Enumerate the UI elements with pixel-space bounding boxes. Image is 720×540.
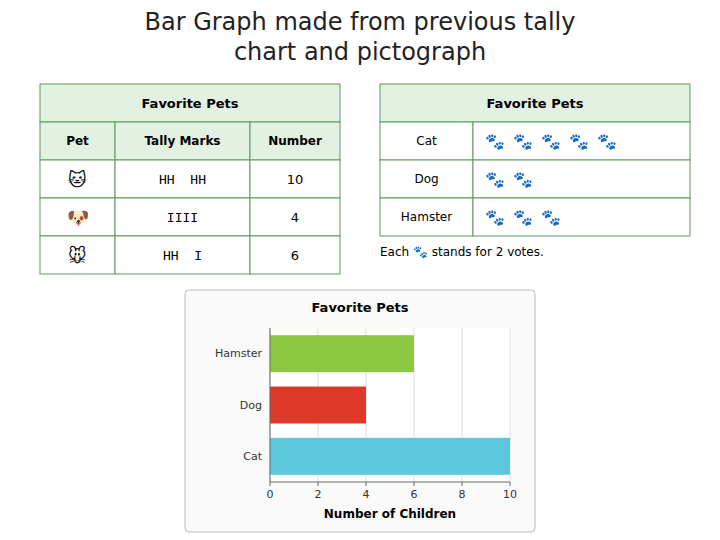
pictograph: Favorite Pets Cat 🐾 🐾 🐾 🐾 🐾 Dog 🐾 🐾 Hamster 🐾 🐾 🐾 Each… <box>380 84 690 259</box>
pictograph-title: Favorite Pets <box>486 96 583 111</box>
bar-panel: Favorite Pets 0 2 4 6 8 10 Cat Dog Hamster Number … <box>185 290 535 532</box>
table-cell <box>40 122 115 160</box>
pictograph-note: Each 🐾 stands for 2 votes. <box>380 245 544 259</box>
table-number: 4 <box>291 210 299 225</box>
chart-root: Bar Graph made from previous tallychart … <box>0 0 720 540</box>
paw-icon: 🐾 <box>485 132 505 151</box>
tick-label: 6 <box>411 488 418 501</box>
paw-icon: 🐾 <box>485 170 505 189</box>
bar <box>270 387 366 424</box>
tick-mark <box>366 482 367 486</box>
table-cell <box>115 198 250 236</box>
paw-icon: 🐾 <box>513 170 533 189</box>
table-cell <box>40 84 340 122</box>
tick-label: 8 <box>459 488 466 501</box>
paw-icon: 🐾 <box>541 208 561 227</box>
grid-line <box>270 328 271 482</box>
y-axis <box>270 328 271 482</box>
tick-mark <box>414 482 415 486</box>
table-title: Favorite Pets <box>141 96 238 111</box>
table-cell <box>115 236 250 274</box>
paw-icon: 🐾 <box>513 208 533 227</box>
table-cell <box>473 198 690 236</box>
pictograph-label: Cat <box>416 134 437 148</box>
category-label: Cat <box>243 450 262 463</box>
pictograph-label: Hamster <box>401 210 452 224</box>
x-axis <box>270 482 510 483</box>
table-cell <box>380 160 473 198</box>
table-cell <box>40 236 115 274</box>
bar <box>270 335 414 372</box>
table-cell <box>115 160 250 198</box>
pet-icon: 🐶 <box>67 207 89 228</box>
bar <box>270 438 510 475</box>
table-cell <box>473 122 690 160</box>
paw-icon: 🐾 <box>541 132 561 151</box>
tally-marks: HH HH <box>159 172 206 187</box>
tick-mark <box>318 482 319 486</box>
pet-icon: 🐱 <box>68 169 87 190</box>
tally-marks: HH I <box>163 248 202 263</box>
tick-label: 0 <box>267 488 274 501</box>
figure-title: chart and pictograph <box>234 38 486 66</box>
paw-icon: 🐾 <box>597 132 617 151</box>
table-number: 10 <box>287 172 304 187</box>
paw-icon: 🐾 <box>485 208 505 227</box>
table-cell <box>115 122 250 160</box>
pet-icon: 🐭 <box>68 245 87 266</box>
table-header: Pet <box>66 134 89 148</box>
table-cell <box>250 236 340 274</box>
category-label: Hamster <box>215 347 263 360</box>
table-header: Tally Marks <box>144 134 220 148</box>
chart: Bar Graph made from previous tallychart … <box>0 0 720 540</box>
panel-frame <box>185 290 535 532</box>
paw-icon: 🐾 <box>569 132 589 151</box>
figure-title: Bar Graph made from previous tally <box>144 8 575 36</box>
plot-area <box>270 328 510 482</box>
category-label: Dog <box>240 399 262 412</box>
table-cell <box>380 84 690 122</box>
paw-icon: 🐾 <box>513 132 533 151</box>
tick-mark <box>510 482 511 486</box>
table-cell <box>250 122 340 160</box>
table-cell <box>40 198 115 236</box>
tick-label: 10 <box>503 488 517 501</box>
tick-mark <box>270 482 271 486</box>
bars <box>270 335 510 475</box>
table-cell <box>473 160 690 198</box>
pictograph-label: Dog <box>414 172 438 186</box>
tally-table: Favorite Pets Pet Tally Marks Number 🐱 HH HH 1… <box>40 84 340 274</box>
table-cell <box>40 160 115 198</box>
tally-marks: IIII <box>167 210 198 225</box>
table-cell <box>380 198 473 236</box>
table-cell <box>250 198 340 236</box>
tick-label: 2 <box>315 488 322 501</box>
table-number: 6 <box>291 248 299 263</box>
table-header: Number <box>268 134 322 148</box>
tick-label: 4 <box>363 488 370 501</box>
tick-mark <box>462 482 463 486</box>
table-cell <box>250 160 340 198</box>
table-cell <box>380 122 473 160</box>
bar-title: Favorite Pets <box>311 300 408 315</box>
x-axis-label: Number of Children <box>324 507 456 521</box>
